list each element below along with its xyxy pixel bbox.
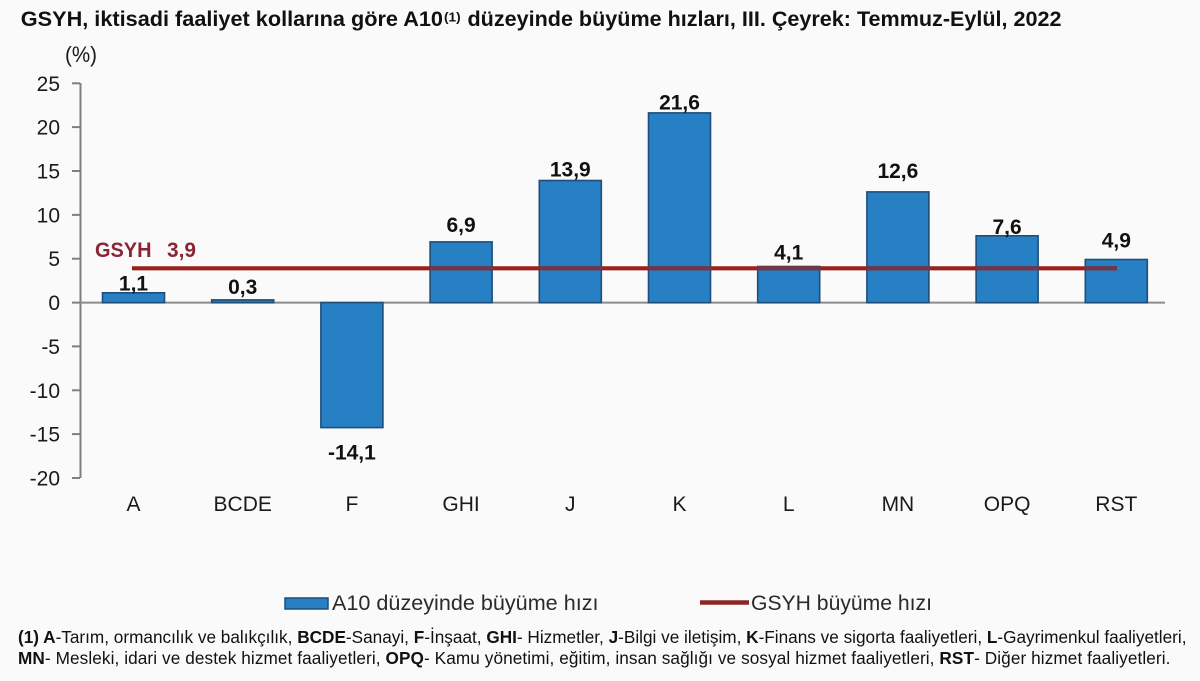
svg-text:(1): (1) xyxy=(444,10,461,25)
svg-text:7,6: 7,6 xyxy=(992,216,1021,239)
svg-text:L: L xyxy=(783,493,795,516)
svg-text:GSYH: GSYH xyxy=(95,239,152,262)
svg-text:10: 10 xyxy=(37,204,60,227)
svg-text:13,9: 13,9 xyxy=(550,159,591,182)
svg-text:A: A xyxy=(126,493,140,516)
svg-text:GSYH büyüme hızı: GSYH büyüme hızı xyxy=(751,592,932,615)
svg-text:BCDE: BCDE xyxy=(214,493,272,516)
svg-text:-14,1: -14,1 xyxy=(328,442,376,465)
svg-text:RST: RST xyxy=(1095,493,1137,516)
svg-text:4,9: 4,9 xyxy=(1102,230,1131,253)
svg-text:6,9: 6,9 xyxy=(446,214,475,237)
svg-text:OPQ: OPQ xyxy=(984,493,1031,516)
svg-text:düzeyinde büyüme hızları, III.: düzeyinde büyüme hızları, III. Çeyrek: T… xyxy=(468,8,1062,31)
svg-text:0,3: 0,3 xyxy=(228,276,257,299)
svg-text:(%): (%) xyxy=(65,42,97,67)
svg-text:A10 düzeyinde büyüme hızı: A10 düzeyinde büyüme hızı xyxy=(332,592,599,615)
svg-text:0: 0 xyxy=(48,292,60,315)
svg-text:-5: -5 xyxy=(41,336,60,359)
svg-text:12,6: 12,6 xyxy=(877,160,918,183)
svg-text:J: J xyxy=(565,493,576,516)
svg-text:20: 20 xyxy=(37,117,60,140)
svg-text:25: 25 xyxy=(37,73,60,96)
svg-text:4,1: 4,1 xyxy=(774,242,804,265)
svg-text:F: F xyxy=(345,493,358,516)
svg-text:MN- Mesleki, idari ve destek h: MN- Mesleki, idari ve destek hizmet faal… xyxy=(18,648,1171,668)
svg-text:K: K xyxy=(672,493,686,516)
svg-text:21,6: 21,6 xyxy=(659,92,700,115)
svg-text:GHI: GHI xyxy=(442,493,479,516)
svg-text:5: 5 xyxy=(48,248,60,271)
svg-text:3,9: 3,9 xyxy=(167,239,196,262)
svg-text:(1) A-Tarım, ormancılık ve bal: (1) A-Tarım, ormancılık ve balıkçılık, B… xyxy=(18,627,1187,647)
svg-text:GSYH, iktisadi faaliyet kollar: GSYH, iktisadi faaliyet kollarına göre A… xyxy=(21,8,443,31)
svg-text:1,1: 1,1 xyxy=(119,273,149,296)
svg-text:-15: -15 xyxy=(30,424,60,447)
svg-text:-10: -10 xyxy=(30,380,60,403)
svg-text:MN: MN xyxy=(882,493,915,516)
svg-text:15: 15 xyxy=(37,161,60,184)
svg-text:-20: -20 xyxy=(30,468,60,491)
